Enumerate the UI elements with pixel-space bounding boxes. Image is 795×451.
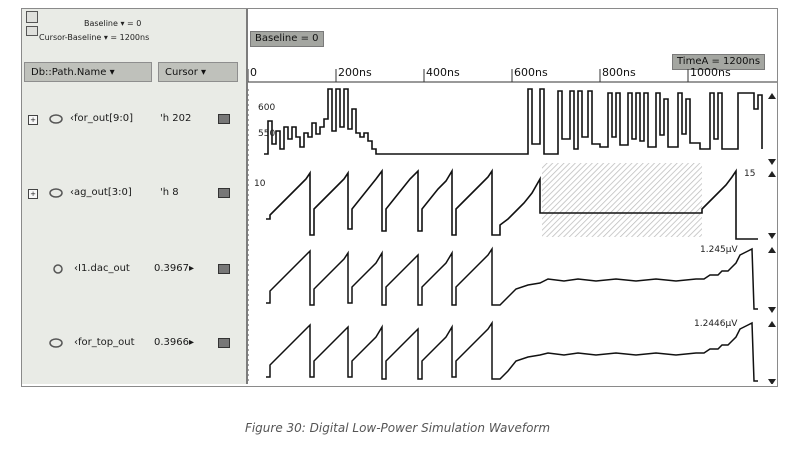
y-label: 1.245µV — [700, 245, 738, 255]
signal-name: ‹ag_out[3:0] — [70, 187, 132, 198]
signal-row[interactable]: + ‹for_out[9:0] 'h 202 — [26, 111, 242, 129]
ruler-tick-label: 800ns — [602, 66, 636, 79]
timea-tag: TimeA = 1200ns — [672, 54, 766, 70]
analog-signal-icon — [48, 338, 64, 348]
signal-value: 0.3967▸ — [154, 263, 195, 274]
signal-value: 'h 202 — [160, 113, 192, 124]
signal-row[interactable]: + ‹ag_out[3:0] 'h 8 — [26, 185, 242, 203]
y-label: 550 — [258, 129, 276, 139]
cursor-baseline-label[interactable]: Cursor-Baseline ▾ = 1200ns — [39, 33, 150, 42]
visibility-icon[interactable] — [218, 188, 230, 198]
figure-caption: Figure 30: Digital Low-Power Simulation … — [244, 421, 551, 435]
ruler-tick-label: 600ns — [514, 66, 548, 79]
visibility-icon[interactable] — [218, 264, 230, 274]
signal-value: 0.3966▸ — [154, 337, 195, 348]
signal-name: ‹for_top_out — [74, 337, 135, 348]
signal-name: ‹for_out[9:0] — [70, 113, 134, 124]
baseline-label[interactable]: Baseline ▾ = 0 — [84, 19, 142, 28]
path-name-column-header[interactable]: Db::Path.Name ▾ — [24, 62, 152, 82]
baseline-tag: Baseline = 0 — [250, 31, 324, 47]
ruler-tick-label: 0 — [250, 66, 257, 79]
app-icon — [26, 11, 38, 23]
y-label: 15 — [744, 169, 756, 179]
ruler-tick-label: 200ns — [338, 66, 372, 79]
y-label: 10 — [254, 179, 266, 189]
ruler-tick-label: 400ns — [426, 66, 460, 79]
visibility-icon[interactable] — [218, 338, 230, 348]
signal-value: 'h 8 — [160, 187, 179, 198]
signal-row[interactable]: ‹for_top_out 0.3966▸ — [26, 335, 242, 353]
cursor-icon — [26, 26, 38, 36]
signal-row[interactable]: ‹I1.dac_out 0.3967▸ — [26, 261, 242, 279]
signal-list-panel: Baseline ▾ = 0 Cursor-Baseline ▾ = 1200n… — [22, 9, 248, 384]
waveform-canvas — [248, 69, 777, 384]
expand-icon[interactable]: + — [28, 115, 38, 125]
waveform-viewer-window: Baseline ▾ = 0 Cursor-Baseline ▾ = 1200n… — [21, 8, 778, 387]
visibility-icon[interactable] — [218, 114, 230, 124]
expand-icon[interactable]: + — [28, 189, 38, 199]
y-label: 1.2446µV — [694, 319, 738, 329]
ruler-tick-label: 1000ns — [690, 66, 731, 79]
bus-signal-icon — [48, 188, 64, 198]
signal-name: ‹I1.dac_out — [74, 263, 130, 274]
y-label: 600 — [258, 103, 276, 113]
analog-signal-icon — [50, 264, 66, 274]
cursor-column-header[interactable]: Cursor ▾ — [158, 62, 238, 82]
bus-signal-icon — [48, 114, 64, 124]
waveform-area[interactable]: Baseline = 0 TimeA = 1200ns 0 200ns 400n… — [248, 9, 777, 384]
